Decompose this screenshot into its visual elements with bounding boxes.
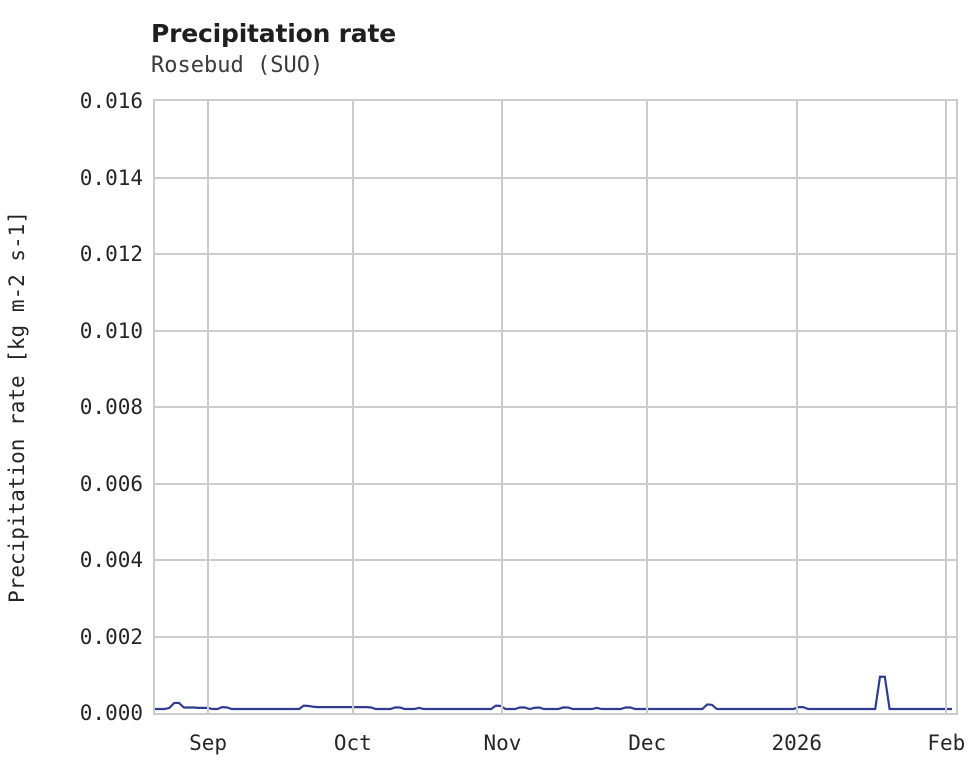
x-tick-label: Nov <box>483 731 522 755</box>
y-axis-label-container: Precipitation rate [kg m-2 s-1] <box>0 99 34 715</box>
y-tick-label: 0.008 <box>79 395 143 419</box>
gridline-horizontal <box>155 253 956 255</box>
x-tick-label: 2026 <box>771 731 823 755</box>
gridline-vertical <box>646 101 649 713</box>
gridline-vertical <box>351 101 354 713</box>
x-tick-label: Sep <box>189 731 228 755</box>
chart-title: Precipitation rate <box>151 19 396 48</box>
plot-area <box>153 99 958 715</box>
y-tick-label: 0.002 <box>79 624 143 649</box>
gridline-horizontal <box>155 329 956 332</box>
gridline-horizontal <box>155 176 956 179</box>
data-series-line <box>155 675 953 711</box>
y-axis-tick-labels: 0.000 0.002 0.004 0.006 0.008 0.010 0.012 0.014… <box>33 0 143 780</box>
data-series-layer <box>155 675 953 711</box>
gridline-horizontal <box>155 559 956 561</box>
plot-inner <box>155 101 956 713</box>
y-tick-label: 0.014 <box>79 165 143 190</box>
y-tick-label: 0.016 <box>79 89 143 113</box>
y-tick-label: 0.004 <box>79 548 143 572</box>
y-tick-label: 0.010 <box>79 318 143 343</box>
gridline-vertical <box>795 101 798 713</box>
y-tick-label: 0.000 <box>79 701 143 725</box>
gridline-vertical <box>945 101 948 713</box>
y-tick-label: 0.012 <box>79 242 143 266</box>
chart-subtitle: Rosebud (SUO) <box>151 53 324 78</box>
x-tick-label: Feb <box>927 731 966 755</box>
gridline-horizontal <box>155 635 956 638</box>
y-axis-label: Precipitation rate [kg m-2 s-1] <box>5 211 29 603</box>
x-tick-label: Oct <box>333 731 372 755</box>
gridline-vertical <box>207 101 210 713</box>
y-tick-label: 0.006 <box>79 471 143 496</box>
x-tick-label: Dec <box>628 731 667 755</box>
gridline-vertical <box>501 101 504 713</box>
gridline-horizontal <box>155 406 956 408</box>
gridline-horizontal <box>155 482 956 485</box>
